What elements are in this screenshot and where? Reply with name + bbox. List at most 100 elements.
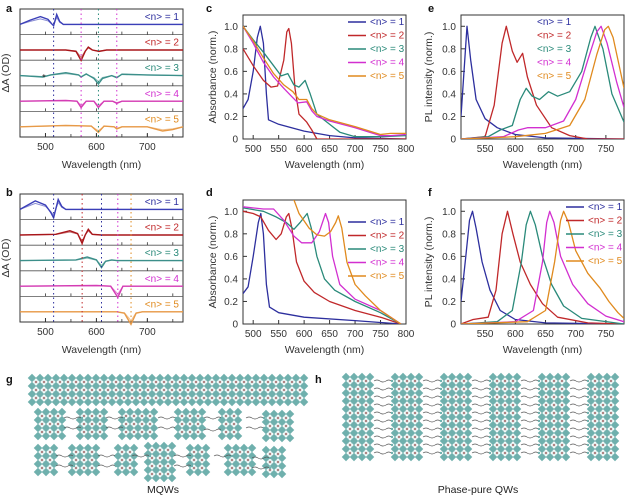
a-site-center	[269, 453, 271, 455]
octahedron	[195, 381, 205, 391]
ligand-chain	[203, 428, 222, 432]
octahedron	[251, 397, 261, 407]
a-site-center	[125, 423, 127, 425]
a-site-center	[275, 381, 277, 383]
octahedron	[586, 404, 596, 414]
octahedron	[602, 428, 612, 438]
octahedron	[341, 436, 351, 446]
legend-entry: <n> = 3	[588, 229, 623, 240]
octahedron	[49, 451, 59, 461]
octahedron	[439, 372, 449, 382]
a-site-center	[227, 397, 229, 399]
a-site-center	[149, 431, 151, 433]
octahedron	[159, 465, 169, 475]
a-site-center	[189, 415, 191, 417]
a-site-center	[357, 404, 359, 406]
a-site-center	[67, 389, 69, 391]
a-site-center	[561, 436, 563, 438]
a-site-center	[167, 473, 169, 475]
octahedron	[259, 397, 269, 407]
x-tick-label: 700	[347, 144, 364, 155]
panel-letter-a: a	[6, 3, 13, 15]
a-site-center	[398, 404, 400, 406]
a-site-center	[285, 417, 287, 419]
octahedron	[159, 441, 169, 451]
octahedron	[553, 452, 563, 462]
a-site-center	[496, 428, 498, 430]
ligand-head	[488, 379, 492, 383]
x-tick-label: 550	[270, 329, 287, 340]
octahedron	[439, 388, 449, 398]
a-site-center	[129, 451, 131, 453]
octahedron	[512, 404, 522, 414]
octahedron	[139, 381, 149, 391]
a-site-center	[463, 452, 465, 454]
octahedron	[390, 452, 400, 462]
octahedron	[49, 467, 59, 477]
octahedron	[41, 431, 51, 441]
octahedron	[277, 425, 287, 435]
ligand-chain	[422, 403, 441, 407]
ligand-head	[537, 395, 541, 399]
a-site-center	[496, 404, 498, 406]
a-site-center	[561, 420, 563, 422]
octahedron	[91, 373, 101, 383]
series-line-5	[461, 25, 624, 139]
a-site-center	[349, 436, 351, 438]
octahedron	[203, 397, 213, 407]
a-site-center	[602, 428, 604, 430]
octahedron	[390, 372, 400, 382]
a-site-center	[99, 381, 101, 383]
a-site-center	[75, 397, 77, 399]
octahedron	[365, 404, 375, 414]
octahedron	[51, 389, 61, 399]
y-tick-label: 1.0	[442, 22, 456, 33]
ligand-head	[220, 428, 224, 432]
a-site-center	[594, 412, 596, 414]
ligand-head	[537, 387, 541, 391]
x-tick-label: 600	[296, 329, 313, 340]
octahedron	[349, 388, 359, 398]
octahedron	[41, 415, 51, 425]
octahedron	[167, 465, 177, 475]
octahedron	[151, 449, 161, 459]
octahedron	[91, 415, 101, 425]
octahedron	[488, 436, 498, 446]
octahedron	[75, 451, 85, 461]
octahedron	[143, 465, 153, 475]
octahedron	[243, 389, 253, 399]
octahedron	[151, 441, 161, 451]
octahedron	[545, 412, 555, 422]
octahedron	[121, 451, 131, 461]
ligand-chain	[422, 435, 441, 439]
a-site-center	[455, 444, 457, 446]
octahedron	[125, 415, 135, 425]
a-site-center	[125, 415, 127, 417]
ligand-chain	[105, 426, 124, 430]
ligand-chain	[422, 419, 441, 423]
a-site-center	[225, 415, 227, 417]
octahedron	[561, 404, 571, 414]
a-site-center	[233, 423, 235, 425]
octahedron	[267, 373, 277, 383]
octahedron	[488, 452, 498, 462]
octahedron	[91, 407, 101, 417]
octahedron	[414, 372, 424, 382]
a-site-center	[357, 420, 359, 422]
x-tick-label: 500	[245, 329, 262, 340]
octahedron	[181, 423, 191, 433]
octahedron	[83, 381, 93, 391]
octahedron	[602, 444, 612, 454]
octahedron	[91, 397, 101, 407]
octahedron	[512, 372, 522, 382]
octahedron	[155, 397, 165, 407]
octahedron	[512, 436, 522, 446]
a-site-center	[406, 388, 408, 390]
ligand-head	[586, 379, 590, 383]
octahedron	[455, 404, 465, 414]
ligand-head	[488, 427, 492, 431]
ligand-head	[537, 403, 541, 407]
octahedron	[123, 389, 133, 399]
octahedron	[91, 423, 101, 433]
octahedron	[488, 380, 498, 390]
